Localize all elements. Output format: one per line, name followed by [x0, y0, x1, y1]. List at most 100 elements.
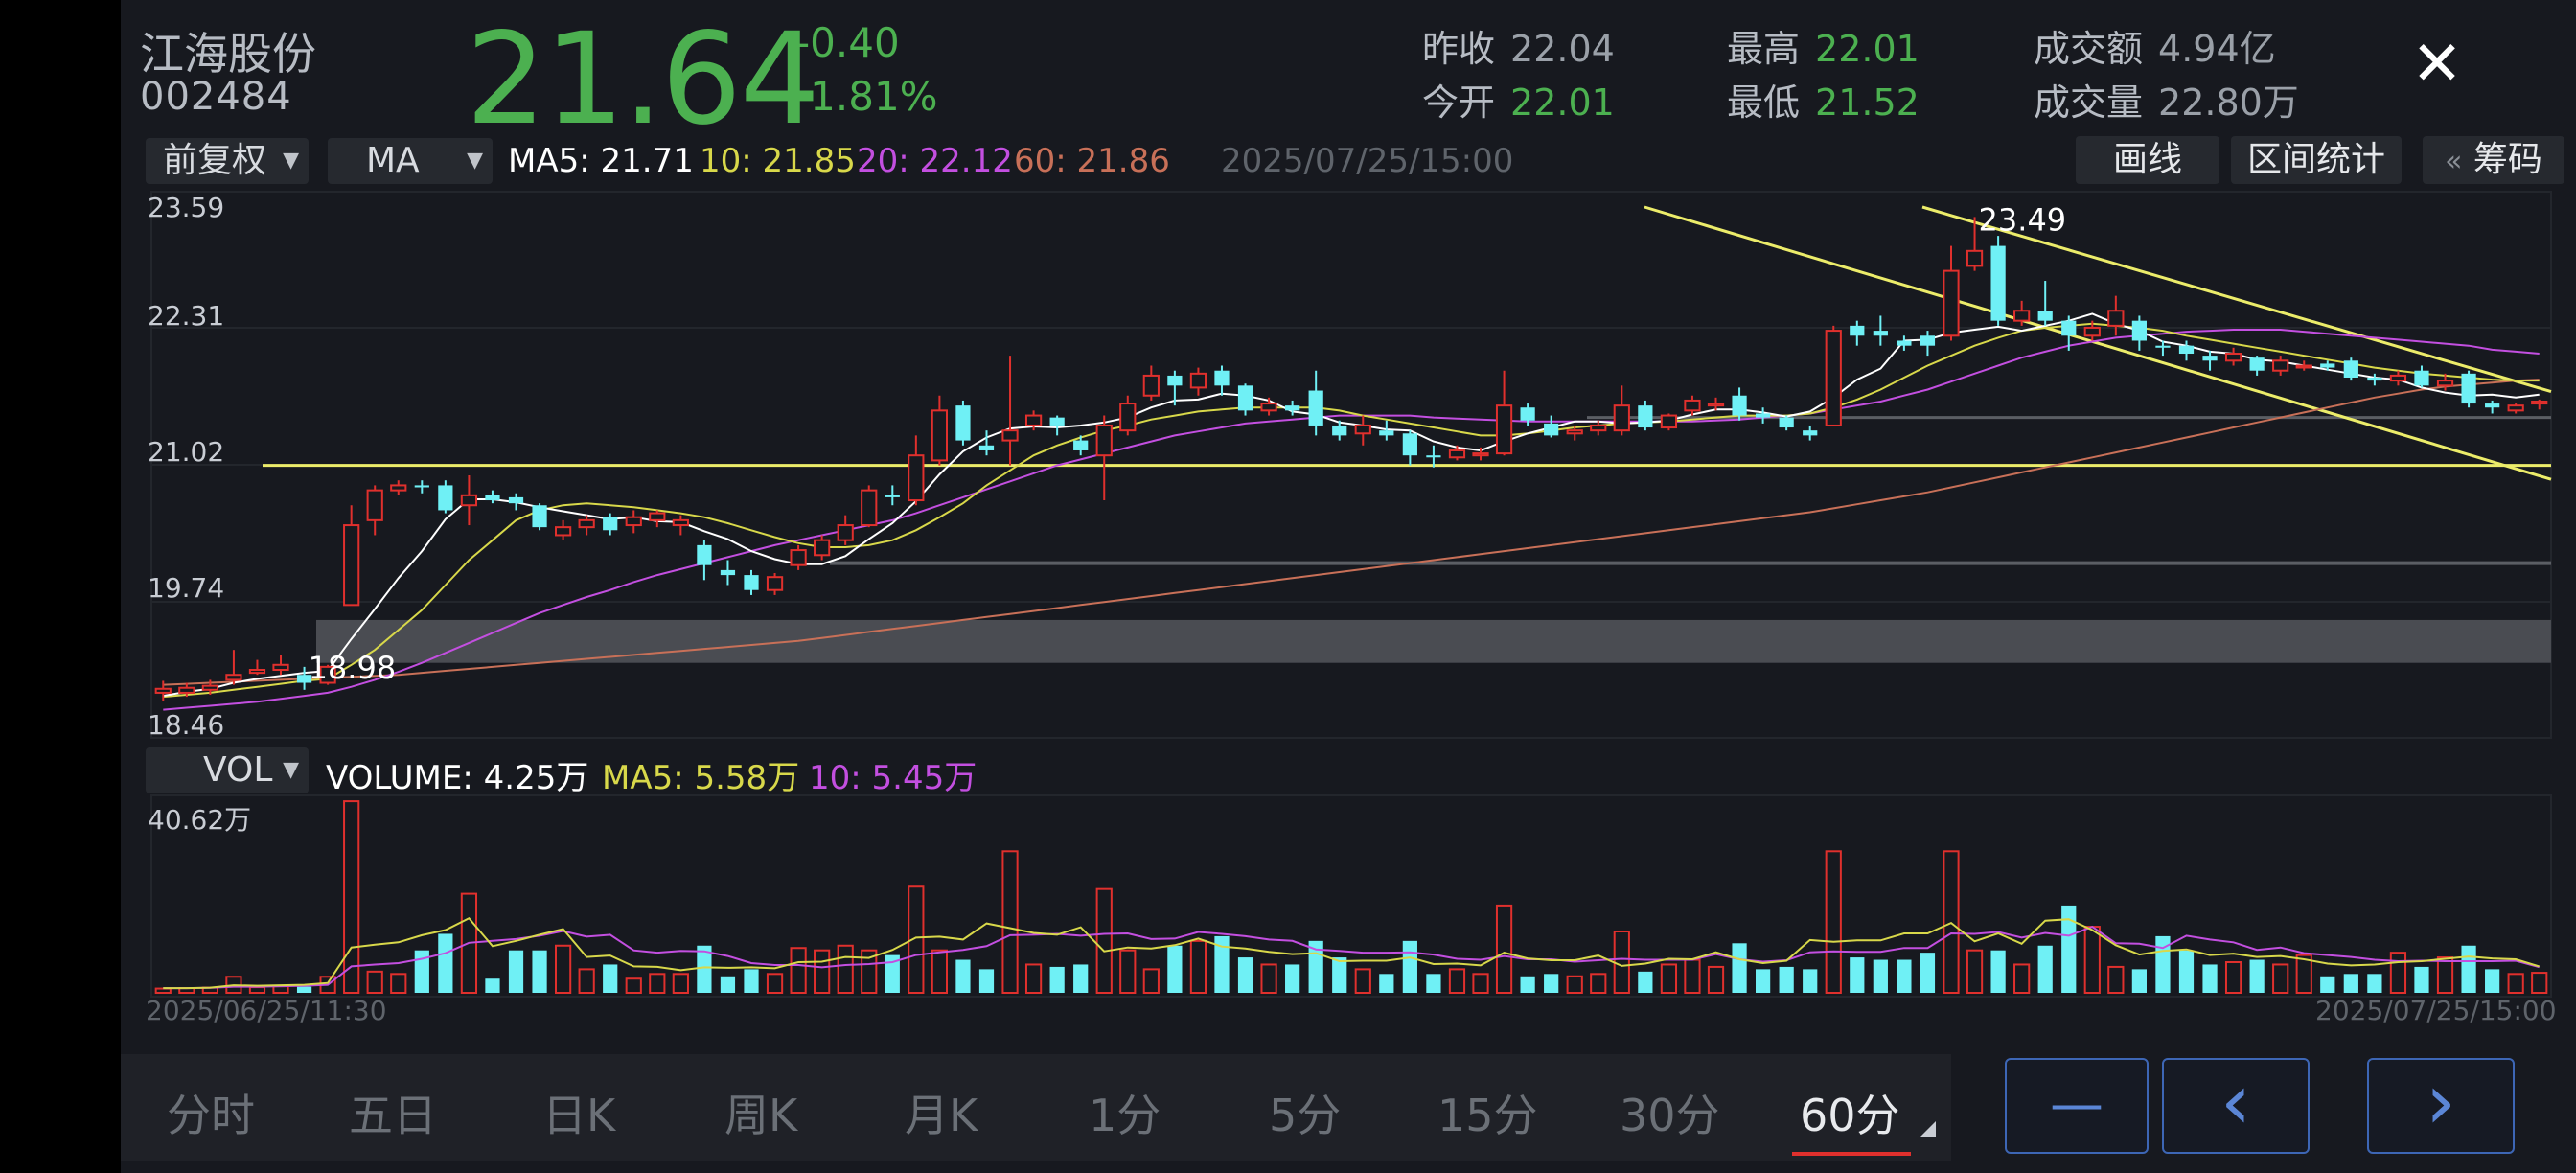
- volume-bar: [1024, 963, 1043, 994]
- range-stats-button[interactable]: 区间统计: [2231, 136, 2402, 184]
- drawn-trend-line: [1644, 205, 2552, 481]
- volume-bar: [1613, 930, 1630, 995]
- volume-bar: [2107, 965, 2125, 994]
- indicator-dropdown[interactable]: MA ▼: [328, 138, 493, 184]
- candle-body: [1943, 269, 1960, 337]
- candle-body: [2295, 364, 2312, 369]
- candle-body: [1049, 417, 1065, 426]
- candle-body: [1095, 424, 1113, 457]
- volume-bar: [485, 978, 500, 993]
- volume-bar: [861, 949, 878, 994]
- chips-button[interactable]: « 筹码: [2423, 136, 2564, 184]
- double-chevron-left-icon: «: [2445, 145, 2463, 178]
- tab-5min[interactable]: 5分: [1269, 1090, 1342, 1141]
- volume-ma5: MA5: 5.58万: [602, 759, 800, 797]
- tab-15min[interactable]: 15分: [1438, 1090, 1538, 1141]
- volume-bar: [1119, 949, 1137, 994]
- candle-body: [1638, 405, 1653, 428]
- adjust-dropdown[interactable]: 前复权 ▼: [146, 138, 309, 184]
- volume-ma5-line: [163, 916, 2540, 990]
- period-tab-bar: [121, 1054, 1951, 1162]
- x-start-label: 2025/06/25/11:30: [146, 995, 387, 1026]
- draw-line-button[interactable]: 画线: [2076, 136, 2220, 184]
- volume-bar: [1167, 945, 1183, 993]
- candle-body: [390, 484, 407, 492]
- drawn-trend-line: [1921, 205, 2552, 394]
- candle-body: [1426, 455, 1441, 458]
- candle-body: [508, 496, 524, 504]
- candle-body: [532, 505, 547, 528]
- volume-bar: [1472, 973, 1489, 995]
- y-tick-label: 22.31: [148, 300, 225, 332]
- volume-bar: [649, 973, 666, 995]
- candle-body: [625, 516, 642, 527]
- volume-bar: [554, 944, 572, 995]
- min-price-label: 18.98: [309, 650, 397, 686]
- tab-five-day[interactable]: 五日: [349, 1090, 437, 1141]
- candle-body: [2249, 357, 2265, 371]
- volume-bar: [1073, 964, 1089, 993]
- volume-bar: [697, 945, 712, 993]
- volume-bar: [414, 950, 429, 993]
- volume-bar: [2249, 959, 2265, 993]
- tab-timeshare[interactable]: 分时: [167, 1090, 255, 1141]
- volume-ma10: 10: 5.45万: [809, 759, 978, 797]
- tab-30min[interactable]: 30分: [1620, 1090, 1720, 1141]
- stock-code: 002484: [140, 75, 292, 119]
- indicator-dropdown-label: MA: [366, 141, 420, 180]
- candle-body: [319, 665, 336, 684]
- candle-body: [1779, 417, 1794, 428]
- volume-bar: [296, 986, 312, 993]
- candle-body: [2436, 380, 2454, 387]
- candle-body: [1544, 423, 1559, 436]
- candle-body: [2131, 320, 2148, 341]
- volume-indicator-dropdown[interactable]: VOL ▼: [146, 748, 309, 794]
- candlestick-chart[interactable]: 23.49 18.98: [121, 0, 2576, 1054]
- ma60-line: [163, 379, 2540, 686]
- tab-60min[interactable]: 60分: [1800, 1090, 1900, 1141]
- tab-1min[interactable]: 1分: [1089, 1090, 1162, 1141]
- candle-body: [1379, 430, 1394, 436]
- candle-body: [1142, 374, 1160, 397]
- volume-bar: [2461, 945, 2476, 993]
- candle-body: [2013, 310, 2031, 322]
- candle-body: [1285, 405, 1300, 411]
- candle-body: [1920, 335, 1936, 346]
- candle-body: [2202, 356, 2218, 361]
- close-icon[interactable]: ✕: [2411, 29, 2463, 100]
- candle-body: [649, 512, 666, 521]
- tab-monthly-k[interactable]: 月K: [905, 1090, 978, 1141]
- volume-bar: [248, 986, 266, 994]
- volume-bar: [2202, 964, 2218, 993]
- volume-bar: [1779, 966, 1794, 993]
- tab-weekly-k[interactable]: 周K: [724, 1090, 798, 1141]
- stock-name: 江海股份: [140, 28, 316, 80]
- stat-prev-close: 昨收 22.04: [1422, 28, 1615, 70]
- chevron-right-icon: ›: [2426, 1057, 2456, 1146]
- volume-bar: [438, 933, 453, 993]
- candle-body: [1825, 330, 1842, 426]
- volume-bar: [366, 970, 383, 995]
- volume-bar: [1897, 959, 1912, 993]
- candle-body: [154, 687, 172, 694]
- volume-bar: [2367, 974, 2382, 993]
- volume-bar: [154, 987, 172, 995]
- tab-daily-k[interactable]: 日K: [542, 1090, 616, 1141]
- volume-bar: [837, 944, 854, 995]
- volume-bar: [343, 800, 360, 994]
- stat-amount: 成交额 4.94亿: [2034, 28, 2276, 70]
- volume-bar: [1732, 943, 1747, 993]
- chevron-down-icon: ▼: [283, 758, 299, 782]
- scroll-left-button[interactable]: ‹: [2162, 1058, 2310, 1154]
- candle-body: [366, 489, 383, 521]
- volume-bar: [672, 973, 689, 995]
- scroll-right-button[interactable]: ›: [2367, 1058, 2515, 1154]
- candle-body: [1707, 402, 1725, 407]
- candle-body: [1448, 448, 1466, 459]
- zoom-out-button[interactable]: —: [2005, 1058, 2149, 1154]
- volume-bar: [2061, 905, 2077, 993]
- candle-body: [2507, 404, 2524, 412]
- volume-y-max-label: 40.62万: [148, 804, 252, 836]
- candle-body: [1073, 440, 1089, 450]
- price-change-percent: -1.81%: [795, 73, 938, 120]
